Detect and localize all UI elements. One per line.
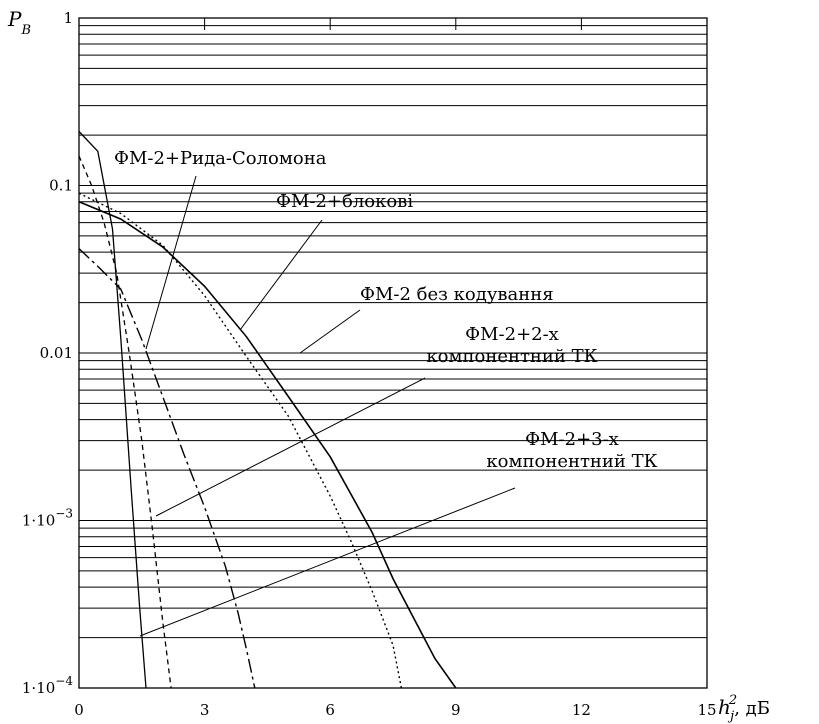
leader-line [239, 219, 323, 331]
plot-frame [78, 17, 708, 689]
x-tick-label: 15 [697, 701, 716, 719]
series-annotation: ФМ-2+блокові [276, 191, 413, 212]
curves [78, 131, 457, 689]
x-tick-label: 6 [325, 701, 335, 719]
y-tick-label: 0.1 [49, 177, 73, 195]
y-tick-label: 1 [63, 9, 73, 27]
y-axis-label: PB [7, 7, 31, 38]
x-axis-label: h2 j, дБ [718, 693, 770, 724]
x-tick-label: 3 [200, 701, 210, 719]
series-line [78, 131, 147, 689]
leader-line [145, 175, 197, 350]
series-line [78, 192, 403, 689]
x-tick-label: 12 [572, 701, 591, 719]
y-tick-label: 1·10−4 [22, 674, 73, 697]
series-annotation: ФМ-2+2-х компонентний ТК [426, 324, 597, 367]
series-line [78, 155, 172, 689]
leader-line [139, 487, 516, 637]
grid [78, 17, 708, 689]
series-annotation: ФМ-2 без кодування [360, 284, 554, 305]
series-line [78, 248, 256, 689]
leader-line [155, 377, 426, 517]
series-annotation: ФМ-2+Рида-Соломона [114, 148, 327, 169]
y-tick-label: 0.01 [40, 344, 73, 362]
leader-line [299, 309, 361, 354]
series-line [78, 200, 457, 689]
leader-lines [139, 175, 516, 637]
y-tick-label: 1·10−3 [22, 507, 73, 530]
series-annotation: ФМ-2+3-х компонентний ТК [486, 429, 657, 472]
x-tick-label: 0 [74, 701, 84, 719]
labels: 0 3 6 9 12 15 1 0.1 0.01 1·10−3 1·10−4 ФМ-2+Рида-Со… [22, 9, 717, 719]
x-tick-label: 9 [451, 701, 461, 719]
